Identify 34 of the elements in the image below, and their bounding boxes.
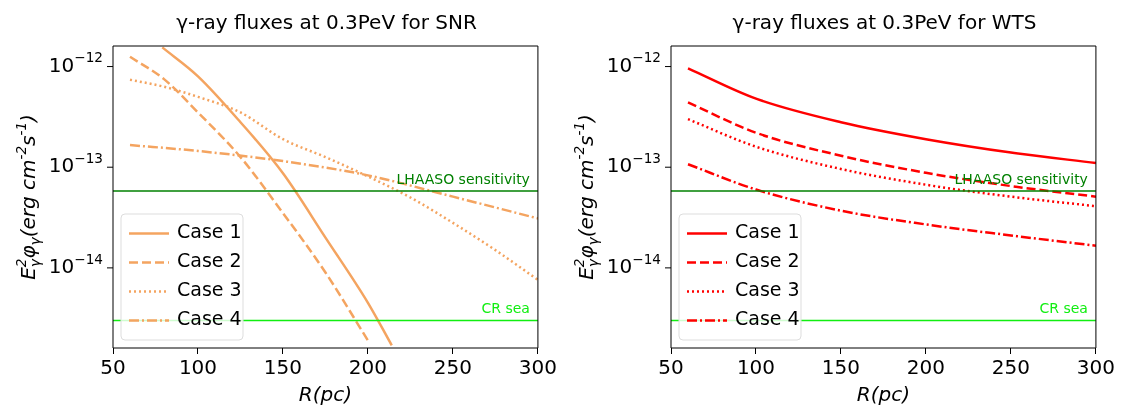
x-tick-label: 250 <box>433 355 473 380</box>
legend-label: Case 1 <box>735 220 800 243</box>
legend-label: Case 4 <box>177 307 242 330</box>
ref-line-label: CR sea <box>481 300 530 317</box>
legend-label: Case 1 <box>177 220 242 243</box>
ref-line-label: CR sea <box>1039 300 1088 317</box>
x-tick-label: 150 <box>821 355 861 380</box>
line-series <box>686 67 1096 165</box>
ref-line-label: LHAASO sensitivity <box>396 170 530 187</box>
x-tick-label: 300 <box>1076 355 1116 380</box>
text: E2γφγ(erg cm-2s-1) <box>12 114 43 280</box>
x-tick-label: 250 <box>991 355 1031 380</box>
x-axis-title: R(pc) <box>856 382 911 407</box>
line-series <box>686 101 1096 198</box>
legend-label: Case 3 <box>735 278 800 301</box>
x-tick-label: 100 <box>736 355 776 380</box>
ref-line-label: LHAASO sensitivity <box>954 170 1088 187</box>
legend-label: Case 4 <box>735 307 800 330</box>
x-axis-title: R(pc) <box>298 382 353 407</box>
x-tick-label: 200 <box>348 355 388 380</box>
legend-label: Case 2 <box>177 249 242 272</box>
legend-label: Case 2 <box>735 249 800 272</box>
chart-title: γ-ray fluxes at 0.3PeV for WTS <box>732 10 1037 35</box>
x-tick-label: 200 <box>906 355 946 380</box>
x-tick-label: 50 <box>658 355 684 380</box>
text: E2γφγ(erg cm-2s-1) <box>570 114 601 280</box>
legend-label: Case 3 <box>177 278 242 301</box>
chart-title: γ-ray fluxes at 0.3PeV for SNR <box>176 10 477 35</box>
x-tick-label: 150 <box>263 355 303 380</box>
x-tick-label: 50 <box>100 355 126 380</box>
line-series <box>686 117 1096 208</box>
line-series <box>686 163 1096 247</box>
x-tick-label: 300 <box>518 355 558 380</box>
x-tick-label: 100 <box>178 355 218 380</box>
